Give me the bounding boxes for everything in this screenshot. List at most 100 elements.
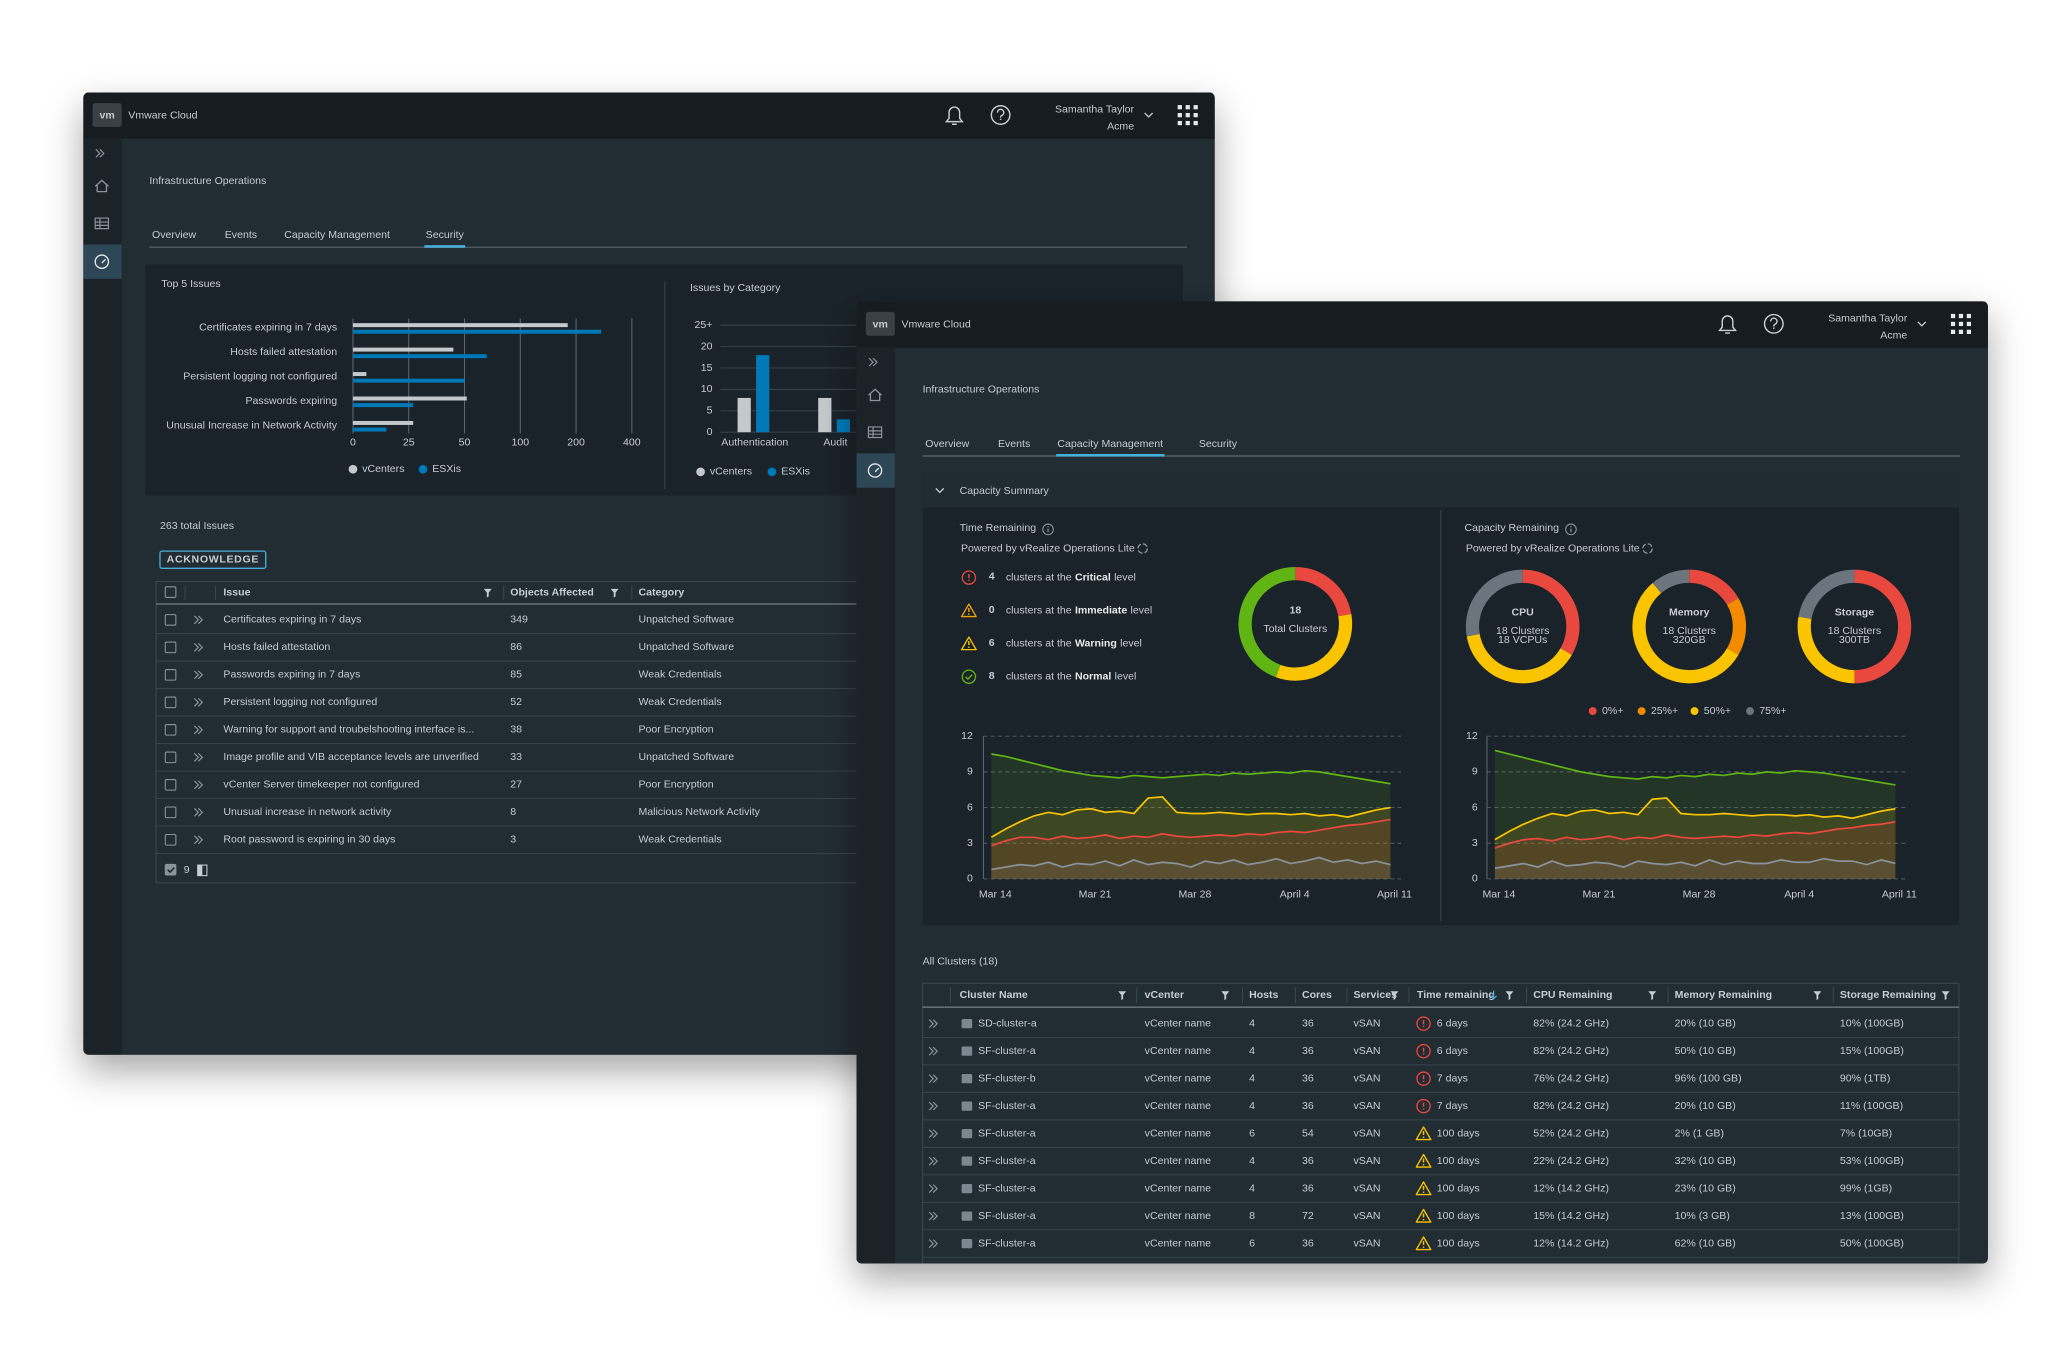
- tab[interactable]: Capacity Management: [1057, 438, 1163, 450]
- tab[interactable]: Overview: [925, 438, 969, 450]
- checkbox[interactable]: [164, 806, 177, 819]
- cluster-link[interactable]: SD-cluster-a: [978, 1017, 1037, 1029]
- expand-icon[interactable]: [193, 615, 204, 625]
- home-icon[interactable]: [94, 179, 109, 193]
- column-header: CPU Remaining: [1533, 989, 1612, 1001]
- bell-icon[interactable]: [944, 106, 964, 125]
- apps-dot[interactable]: [1185, 113, 1190, 118]
- tab[interactable]: Capacity Management: [284, 229, 390, 241]
- checkbox[interactable]: [164, 614, 177, 626]
- filter-icon[interactable]: [1813, 991, 1822, 1001]
- cluster-link[interactable]: SF-cluster-a: [978, 1045, 1036, 1057]
- apps-dot[interactable]: [1193, 113, 1198, 118]
- cluster-link[interactable]: SF-cluster-a: [978, 1182, 1036, 1194]
- sort-icon[interactable]: [1490, 990, 1497, 1000]
- tab[interactable]: Security: [426, 229, 465, 241]
- checkbox[interactable]: [164, 751, 177, 764]
- expand-icon[interactable]: [928, 1129, 939, 1139]
- cluster-link[interactable]: SF-cluster-a: [978, 1127, 1036, 1139]
- tab[interactable]: Events: [225, 229, 257, 241]
- tab[interactable]: Overview: [152, 229, 196, 241]
- level-prefix: clusters at the: [1006, 671, 1072, 683]
- expand-icon[interactable]: [95, 148, 105, 158]
- apps-dot[interactable]: [1950, 329, 1956, 334]
- home-icon[interactable]: [867, 388, 883, 402]
- cluster-link[interactable]: SF-cluster-b: [978, 1072, 1036, 1084]
- filter-icon[interactable]: [1221, 991, 1230, 1001]
- tab[interactable]: Security: [1199, 438, 1238, 450]
- cluster-link[interactable]: SF-cluster-a: [978, 1237, 1036, 1249]
- checkbox[interactable]: [164, 669, 177, 681]
- tab[interactable]: Events: [998, 438, 1030, 450]
- filter-icon[interactable]: [1505, 991, 1514, 1001]
- filter-icon[interactable]: [610, 588, 619, 598]
- apps-dot[interactable]: [1958, 329, 1964, 334]
- expand-icon[interactable]: [928, 1156, 939, 1166]
- cluster-link[interactable]: SF-cluster-a: [978, 1210, 1036, 1222]
- expand-icon[interactable]: [928, 1184, 939, 1193]
- checkbox[interactable]: [164, 586, 177, 598]
- apps-dot[interactable]: [1958, 313, 1964, 319]
- expand-icon[interactable]: [193, 780, 204, 790]
- filter-icon[interactable]: [1648, 991, 1657, 1001]
- expand-icon[interactable]: [193, 807, 204, 817]
- collapse-icon[interactable]: [935, 487, 945, 494]
- expand-icon[interactable]: [928, 1046, 939, 1056]
- cluster-link[interactable]: SF-cluster-a: [978, 1155, 1036, 1167]
- expand-icon[interactable]: [193, 752, 204, 762]
- apps-dot[interactable]: [1185, 105, 1190, 110]
- bell-icon[interactable]: [1718, 315, 1737, 334]
- expand-icon[interactable]: [193, 642, 204, 652]
- checkbox[interactable]: [164, 833, 177, 846]
- checkbox[interactable]: [164, 724, 177, 736]
- checkbox[interactable]: [164, 696, 177, 709]
- apps-dot[interactable]: [1966, 321, 1971, 327]
- table-icon[interactable]: [94, 217, 110, 230]
- table-icon[interactable]: [867, 426, 883, 439]
- expand-icon[interactable]: [928, 1101, 939, 1111]
- help-icon[interactable]: [1763, 313, 1784, 334]
- expand-icon[interactable]: [868, 357, 878, 367]
- expand-icon[interactable]: [193, 670, 204, 680]
- expand-icon[interactable]: [928, 1074, 939, 1084]
- expand-icon[interactable]: [193, 725, 204, 735]
- apps-dot[interactable]: [1958, 321, 1964, 327]
- level-name: Critical: [1075, 571, 1111, 583]
- checkbox[interactable]: [164, 641, 177, 654]
- user-menu-chevron[interactable]: [1917, 321, 1927, 327]
- dashboard-icon[interactable]: [94, 254, 110, 269]
- apps-dot[interactable]: [1950, 321, 1956, 327]
- apps-dot[interactable]: [1966, 329, 1971, 334]
- expand-icon[interactable]: [928, 1019, 939, 1029]
- apps-dot[interactable]: [1193, 120, 1198, 126]
- expand-icon[interactable]: [193, 835, 204, 845]
- filter-icon[interactable]: [1390, 991, 1399, 1001]
- warning-icon: [1415, 1208, 1432, 1223]
- filter-icon[interactable]: [483, 588, 492, 598]
- cluster-link[interactable]: SF-cluster-a: [978, 1100, 1036, 1112]
- acknowledge-button[interactable]: [159, 550, 267, 569]
- apps-dot[interactable]: [1185, 120, 1190, 126]
- expand-icon[interactable]: [928, 1211, 939, 1221]
- expand-icon[interactable]: [928, 1239, 939, 1248]
- user-menu-chevron[interactable]: [1144, 112, 1154, 118]
- cell: 100 days: [1437, 1182, 1480, 1194]
- apps-dot[interactable]: [1193, 105, 1198, 110]
- expand-icon[interactable]: [193, 697, 204, 707]
- x-tick-label: Mar 28: [1178, 889, 1211, 901]
- user-name: Samantha Taylor: [1055, 103, 1135, 115]
- apps-dot[interactable]: [1966, 313, 1971, 319]
- checkbox[interactable]: [164, 863, 177, 876]
- help-icon[interactable]: [990, 105, 1011, 125]
- user-org: Acme: [1880, 330, 1907, 342]
- apps-dot[interactable]: [1950, 313, 1956, 319]
- dashboard-icon[interactable]: [867, 463, 883, 478]
- filter-icon[interactable]: [1118, 991, 1127, 1001]
- apps-dot[interactable]: [1177, 113, 1182, 118]
- filter-icon[interactable]: [1941, 991, 1950, 1001]
- cell: vCenter name: [1145, 1017, 1211, 1029]
- apps-dot[interactable]: [1177, 105, 1182, 110]
- apps-dot[interactable]: [1177, 120, 1182, 126]
- checkbox[interactable]: [164, 779, 177, 791]
- cell: Root password is expiring in 30 days: [223, 834, 395, 846]
